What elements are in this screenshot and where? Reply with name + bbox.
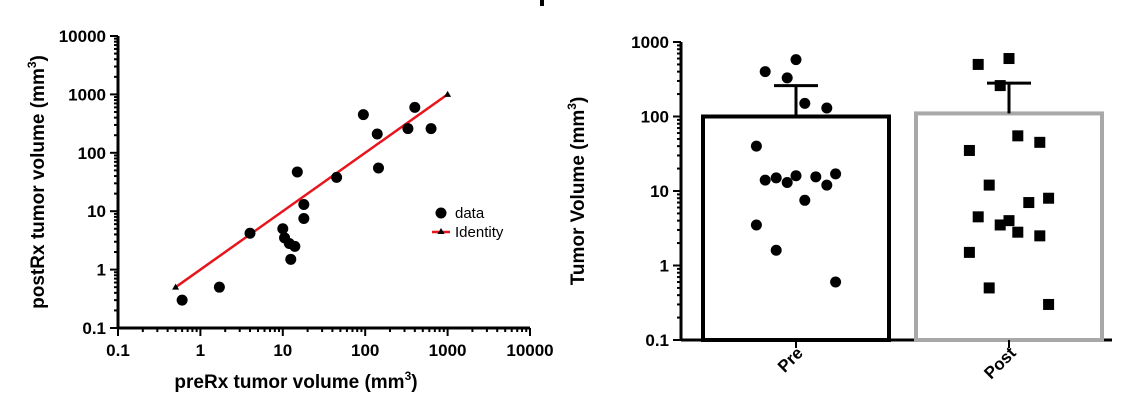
scatter-x-ticks: 0.1 1 10 100 1000 10000 [106,328,554,360]
post-point [1012,130,1024,142]
scatter-point [176,294,188,306]
bar-pre [701,114,891,342]
bar-y-ticks: 0.1 1 10 100 1000 [631,33,681,350]
scatter-point [331,171,343,183]
scatter-x-axis-label: preRx tumor volume (mm3) [174,369,417,393]
pre-point [781,72,793,84]
scatter-chart: 0.1 1 10 100 1000 10000 0.1 1 10 100 1000 10000 pr… [25,27,554,393]
pre-point [821,179,833,191]
post-point [1043,298,1055,310]
scatter-point [409,101,421,113]
identity-line [174,93,449,289]
bar-category-label: Post [980,343,1020,383]
scatter-point [298,212,310,224]
scatter-y-tick-label: 100 [78,144,106,163]
scatter-point [285,253,297,265]
pre-point [750,140,762,152]
scatter-y-tick-label: 1 [97,261,106,280]
bar-y-tick-label: 1 [660,257,669,276]
scatter-y-ticks: 0.1 1 10 100 1000 10000 [59,27,118,338]
legend-data-marker [435,207,447,219]
post-point [983,282,995,294]
bar-y-tick-label: 1000 [631,33,669,52]
identity-endpoint-marker [444,90,452,97]
post-point [1034,136,1046,148]
pre-point [830,168,842,180]
scatter-x-tick-label: 100 [351,341,379,360]
post-point [1034,230,1046,242]
scatter-point [371,128,383,140]
post-point [972,58,984,70]
scatter-y-tick-label: 10 [87,202,106,221]
post-point [963,144,975,156]
post-point [963,246,975,258]
scatter-x-tick-label: 1 [196,341,205,360]
scatter-x-tick-label: 10000 [506,341,553,360]
legend-identity-label: Identity [455,224,504,241]
scatter-points [176,101,437,306]
scatter-y-tick-label: 0.1 [82,319,106,338]
pre-point [750,219,762,231]
pre-point [781,177,793,189]
scatter-x-tick-label: 1000 [429,341,467,360]
scatter-point [244,227,256,239]
scatter-point [402,123,414,135]
scatter-point [425,123,437,135]
bar-points [750,53,1055,310]
bar-y-tick-label: 100 [641,108,669,127]
post-point [994,219,1006,231]
pre-point [821,102,833,114]
pre-point [770,244,782,256]
post-point [1003,53,1015,65]
scatter-point [357,109,369,121]
pre-point [799,97,811,109]
pre-point [810,171,822,183]
stray-mark [540,0,544,6]
post-point [1012,226,1024,238]
scatter-x-tick-label: 10 [273,341,292,360]
bar-post [914,111,1104,342]
legend-identity-marker [437,228,445,234]
scatter-y-axis-label: postRx tumor volume (mm3) [25,55,49,309]
scatter-legend: data Identity [432,205,504,241]
bar-chart: 0.1 1 10 100 1000 Pre Post Tumor Volume (mm3) [565,33,1112,383]
bar-y-tick-label: 10 [650,182,669,201]
pre-point [790,54,802,66]
pre-point [790,170,802,182]
bar-y-tick-label: 0.1 [645,331,669,350]
post-point [972,211,984,223]
identity-endpoint-marker [172,283,180,290]
bar-category-label: Pre [774,343,807,376]
bar-category-labels: Pre Post [774,340,1020,383]
legend-data-label: data [455,205,485,222]
identity-markers [172,90,452,290]
post-point [994,80,1006,92]
scatter-point [291,166,303,178]
post-point [1003,215,1015,227]
scatter-point [289,240,301,252]
pre-point [759,66,771,78]
pre-point [770,172,782,184]
pre-point [830,276,842,288]
bar-y-axis-label: Tumor Volume (mm3) [565,97,589,286]
post-point [1023,197,1035,209]
post-point [983,179,995,191]
pre-point [799,194,811,206]
post-point [1043,192,1055,204]
pre-point [759,174,771,186]
scatter-point [277,223,289,235]
scatter-y-tick-label: 1000 [68,85,106,104]
error-bars [774,81,1031,117]
scatter-x-tick-label: 0.1 [106,341,130,360]
scatter-point [298,199,310,211]
scatter-point [213,281,225,293]
scatter-y-tick-label: 10000 [59,27,106,46]
scatter-point [372,162,384,174]
